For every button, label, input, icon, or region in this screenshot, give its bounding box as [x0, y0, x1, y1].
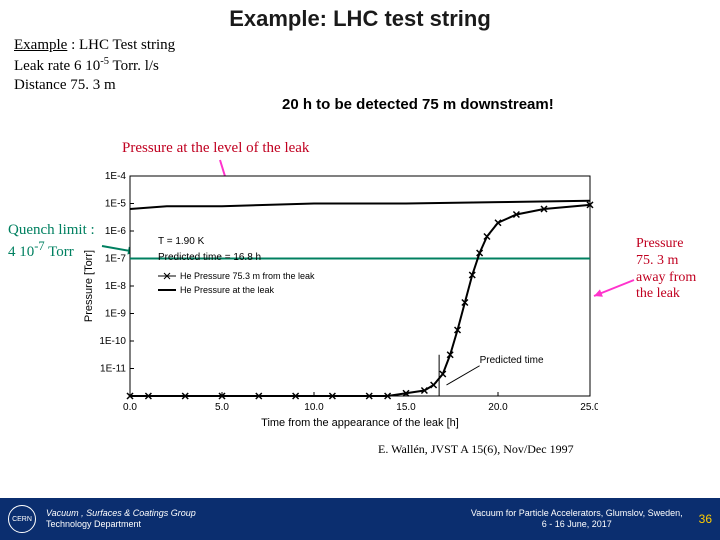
svg-text:1E-4: 1E-4 — [105, 171, 127, 182]
svg-text:Predicted time = 16.8 h: Predicted time = 16.8 h — [158, 252, 261, 263]
detection-subtitle: 20 h to be detected 75 m downstream! — [282, 96, 554, 113]
quench-l2sup: -7 — [34, 239, 44, 253]
svg-text:1E-10: 1E-10 — [99, 336, 126, 347]
svg-text:Predicted time: Predicted time — [480, 355, 544, 366]
annot-pressure-downstream: Pressure 75. 3 m away from the leak — [636, 236, 696, 303]
r-l4: the leak — [636, 286, 696, 303]
footer-left1: Vacuum , Surfaces & Coatings Group — [46, 508, 196, 519]
svg-text:1E-11: 1E-11 — [100, 364, 126, 375]
footer-bar: CERN Vacuum , Surfaces & Coatings Group … — [0, 498, 720, 540]
leak-rate-pre: Leak rate 6 10 — [14, 58, 100, 74]
svg-text:25.0: 25.0 — [580, 402, 598, 413]
footer-left2: Technology Department — [46, 519, 196, 530]
footer-left: Vacuum , Surfaces & Coatings Group Techn… — [46, 508, 196, 530]
example-label: Example — [14, 37, 67, 53]
example-text-block: Example : LHC Test string Leak rate 6 10… — [14, 36, 175, 94]
svg-text:1E-7: 1E-7 — [105, 254, 127, 265]
svg-text:0.0: 0.0 — [123, 402, 137, 413]
svg-text:Pressure [Torr]: Pressure [Torr] — [83, 250, 95, 322]
svg-text:Time from the appearance of th: Time from the appearance of the leak [h] — [261, 417, 459, 429]
r-l2: 75. 3 m — [636, 253, 696, 270]
footer-right2: 6 - 16 June, 2017 — [471, 519, 683, 530]
citation-text: E. Wallén, JVST A 15(6), Nov/Dec 1997 — [378, 442, 574, 457]
quench-l2post: Torr — [45, 244, 74, 260]
svg-text:5.0: 5.0 — [215, 402, 229, 413]
leak-rate-post: Torr. l/s — [109, 58, 159, 74]
quench-l2pre: 4 10 — [8, 244, 34, 260]
r-l3: away from — [636, 270, 696, 287]
svg-text:He Pressure 75.3 m from the le: He Pressure 75.3 m from the leak — [180, 271, 315, 281]
pressure-chart: 1E-11 1E-10 1E-9 1E-8 1E-7 1E-6 1E-5 1E-4 0.0 5.0… — [82, 168, 598, 434]
distance-text: Distance 75. 3 m — [14, 76, 175, 95]
svg-text:1E-5: 1E-5 — [105, 199, 127, 210]
slide-title: Example: LHC test string — [0, 0, 720, 32]
svg-text:1E-6: 1E-6 — [105, 226, 127, 237]
r-l1: Pressure — [636, 236, 696, 253]
page-number: 36 — [699, 512, 712, 526]
svg-text:T = 1.90 K: T = 1.90 K — [158, 236, 205, 247]
leak-rate-sup: -5 — [100, 56, 109, 67]
cern-logo: CERN — [8, 505, 36, 533]
footer-right: Vacuum for Particle Accelerators, Glumsl… — [471, 508, 683, 530]
svg-text:10.0: 10.0 — [304, 402, 324, 413]
svg-text:20.0: 20.0 — [488, 402, 508, 413]
svg-text:15.0: 15.0 — [396, 402, 416, 413]
annot-pressure-at-leak: Pressure at the level of the leak — [122, 140, 309, 157]
svg-text:1E-8: 1E-8 — [105, 281, 127, 292]
footer-right1: Vacuum for Particle Accelerators, Glumsl… — [471, 508, 683, 519]
svg-text:He Pressure at the leak: He Pressure at the leak — [180, 285, 275, 295]
svg-text:1E-9: 1E-9 — [105, 309, 127, 320]
example-label-post: : LHC Test string — [67, 37, 175, 53]
